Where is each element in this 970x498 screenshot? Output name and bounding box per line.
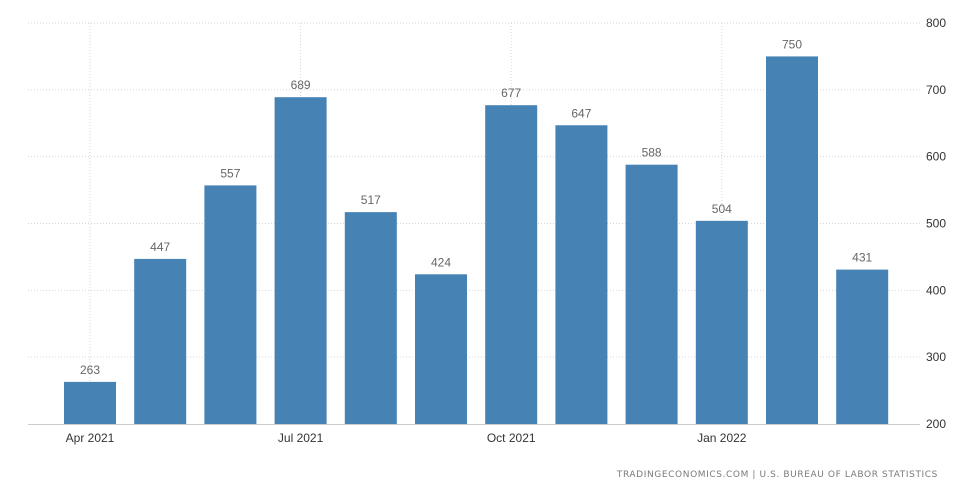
- bar: [415, 274, 467, 424]
- data-labels: 263 447 557 689 517 424 677 647 588 504 750 431: [80, 37, 873, 376]
- gridlines: [28, 22, 920, 425]
- bar: [64, 381, 116, 424]
- x-tick-label: Jul 2021: [278, 431, 324, 445]
- y-tick-label-500: 500: [926, 217, 946, 231]
- data-label: 588: [642, 146, 662, 160]
- y-tick-label-200: 200: [926, 417, 946, 431]
- data-label: 447: [150, 240, 170, 254]
- bar: [766, 56, 818, 425]
- bars: [64, 56, 889, 425]
- data-label: 677: [501, 86, 521, 100]
- y-tick-label-800: 800: [926, 16, 946, 30]
- data-label: 517: [361, 193, 381, 207]
- data-label: 424: [431, 255, 451, 269]
- bar: [836, 269, 889, 424]
- bar: [274, 97, 327, 424]
- x-tick-label: Oct 2021: [487, 431, 536, 445]
- data-label: 750: [782, 37, 802, 51]
- bar: [134, 258, 187, 424]
- x-axis-labels: Apr 2021 Jul 2021 Oct 2021 Jan 2022: [66, 431, 747, 445]
- bar: [695, 220, 748, 424]
- bar: [485, 105, 538, 424]
- source-attribution: TRADINGECONOMICS.COM | U.S. BUREAU OF LA…: [616, 470, 938, 480]
- bar: [204, 185, 257, 424]
- x-tick-label: Apr 2021: [66, 431, 115, 445]
- y-tick-label-600: 600: [926, 150, 946, 164]
- y-tick-label-300: 300: [926, 350, 946, 364]
- data-label: 689: [291, 78, 311, 92]
- y-tick-label-400: 400: [926, 283, 946, 297]
- data-label: 263: [80, 363, 100, 377]
- bar: [344, 212, 397, 424]
- bar: [555, 125, 608, 424]
- data-label: 557: [220, 166, 240, 180]
- bar: [625, 164, 678, 425]
- data-label: 504: [712, 202, 732, 216]
- data-label: 647: [571, 106, 591, 120]
- x-tick-label: Jan 2022: [697, 431, 747, 445]
- y-tick-label-700: 700: [926, 83, 946, 97]
- data-label: 431: [852, 251, 872, 265]
- y-axis-labels: 200 300 400 500 600 700 800: [926, 16, 946, 431]
